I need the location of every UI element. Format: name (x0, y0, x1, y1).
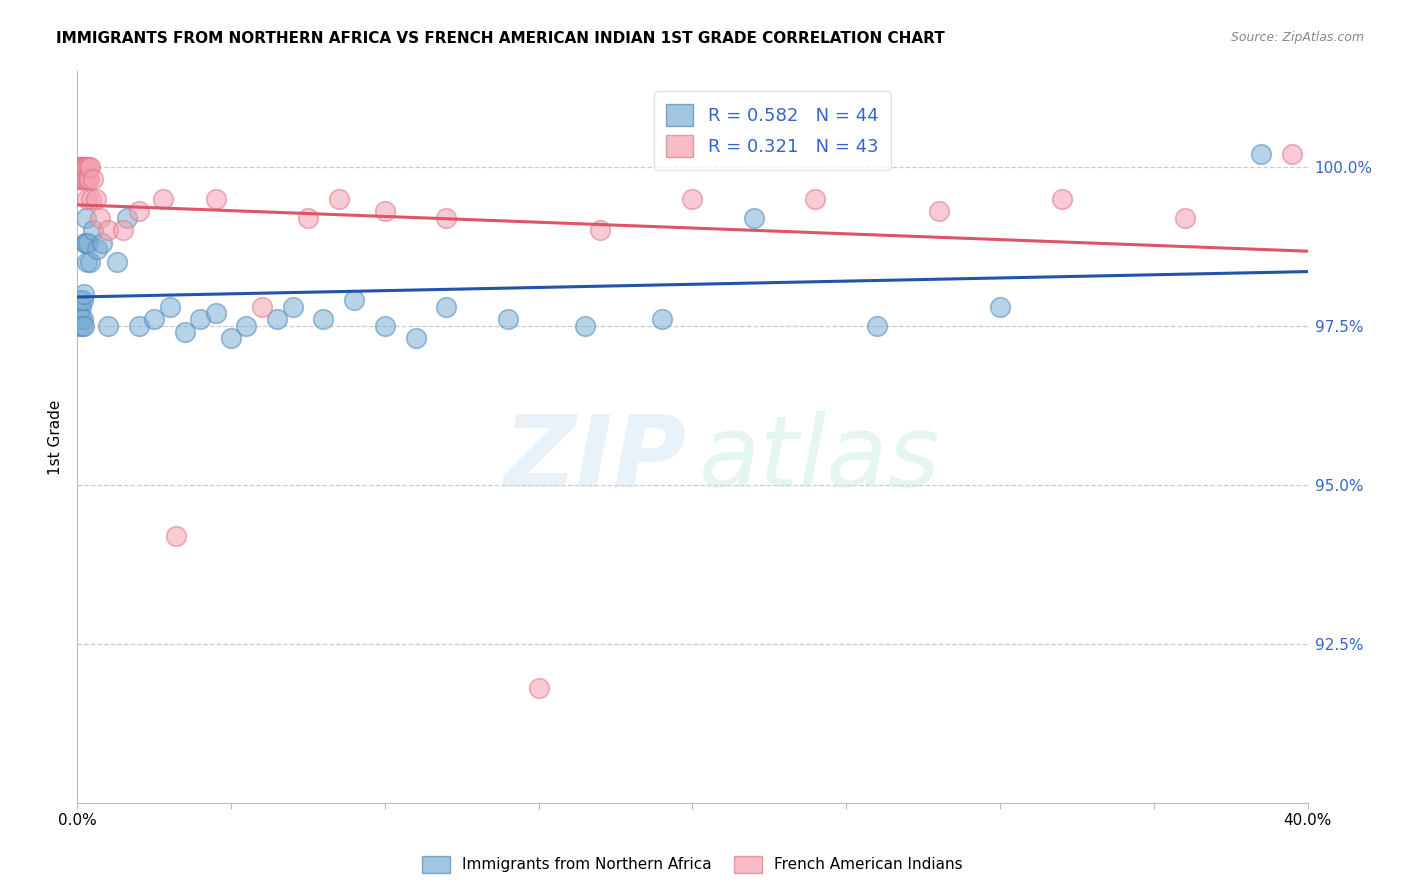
Point (72, 172, 94, 186)
Point (89, 211, 111, 225)
Point (76, 255, 98, 269)
Point (527, 681, 550, 696)
Point (496, 312, 519, 326)
Point (343, 293, 366, 308)
Point (77, 172, 100, 186)
Point (143, 312, 166, 326)
Point (69, 160, 91, 174)
Point (235, 318, 257, 333)
Point (84, 192, 107, 206)
Point (69, 312, 91, 326)
Point (75, 236, 97, 251)
Point (405, 331, 427, 345)
Point (436, 211, 458, 225)
Point (90, 236, 114, 251)
Point (73, 160, 96, 174)
Point (69, 172, 91, 186)
Point (79, 172, 101, 186)
Point (86, 243, 108, 257)
Point (204, 192, 226, 206)
Text: atlas: atlas (699, 410, 941, 508)
Point (69, 318, 91, 333)
Point (866, 318, 889, 333)
Point (128, 318, 150, 333)
Point (165, 529, 187, 543)
Point (105, 255, 128, 269)
Point (297, 211, 319, 225)
Legend: Immigrants from Northern Africa, French American Indians: Immigrants from Northern Africa, French … (416, 849, 969, 880)
Point (374, 318, 396, 333)
Point (128, 204, 150, 219)
Point (77, 236, 100, 251)
Point (70, 160, 93, 174)
Point (79, 255, 101, 269)
Point (70, 172, 93, 186)
Point (152, 192, 174, 206)
Point (73, 287, 96, 301)
Point (1174, 211, 1197, 225)
Point (72, 312, 94, 326)
Point (67, 160, 90, 174)
Point (988, 300, 1011, 314)
Text: Source: ZipAtlas.com: Source: ZipAtlas.com (1230, 31, 1364, 45)
Text: IMMIGRANTS FROM NORTHERN AFRICA VS FRENCH AMERICAN INDIAN 1ST GRADE CORRELATION : IMMIGRANTS FROM NORTHERN AFRICA VS FRENC… (56, 31, 945, 46)
Point (97, 318, 120, 333)
Point (651, 312, 673, 326)
Point (804, 192, 827, 206)
Point (742, 211, 765, 225)
Point (72, 172, 94, 186)
Point (76, 160, 98, 174)
Point (436, 300, 458, 314)
Point (589, 223, 612, 237)
Point (219, 331, 242, 345)
Point (77, 160, 100, 174)
Point (328, 192, 350, 206)
Point (312, 312, 335, 326)
Point (75, 211, 97, 225)
Point (1281, 147, 1303, 161)
Point (159, 300, 181, 314)
Point (82, 223, 104, 237)
Point (1050, 192, 1073, 206)
Point (190, 312, 212, 326)
Point (75, 160, 97, 174)
Point (682, 192, 704, 206)
Point (97, 223, 120, 237)
Point (281, 300, 304, 314)
Point (70, 300, 93, 314)
Text: ZIP: ZIP (503, 410, 686, 508)
Point (204, 306, 226, 320)
Point (250, 300, 273, 314)
Point (115, 211, 138, 225)
Point (67, 306, 90, 320)
Point (1250, 147, 1272, 161)
Point (72, 293, 94, 308)
Point (374, 204, 396, 219)
Point (76, 192, 98, 206)
Point (73, 160, 96, 174)
Point (67, 172, 90, 186)
Point (70, 318, 93, 333)
Point (73, 236, 96, 251)
Y-axis label: 1st Grade: 1st Grade (48, 400, 63, 475)
Point (75, 172, 97, 186)
Point (928, 204, 950, 219)
Point (73, 172, 96, 186)
Point (69, 160, 91, 174)
Point (174, 325, 197, 339)
Point (73, 318, 96, 333)
Point (112, 223, 135, 237)
Point (574, 318, 596, 333)
Point (82, 172, 104, 186)
Point (79, 192, 101, 206)
Point (266, 312, 288, 326)
Point (79, 160, 101, 174)
Point (69, 293, 91, 308)
